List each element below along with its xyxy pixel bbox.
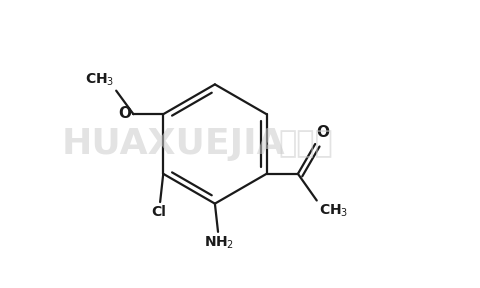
- Text: 化学加: 化学加: [279, 130, 334, 158]
- Text: HUAXUEJIA: HUAXUEJIA: [62, 127, 286, 161]
- Text: Cl: Cl: [151, 204, 166, 219]
- Text: CH$_3$: CH$_3$: [85, 71, 115, 88]
- Text: O: O: [317, 125, 330, 140]
- Text: NH$_2$: NH$_2$: [204, 234, 235, 251]
- Text: O: O: [118, 106, 131, 121]
- Text: CH$_3$: CH$_3$: [319, 203, 348, 219]
